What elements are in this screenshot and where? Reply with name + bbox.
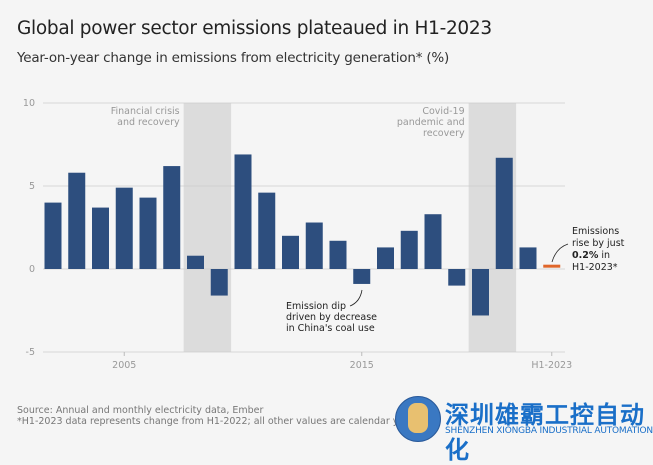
bar-2009 [210,269,228,296]
shaded-period [183,103,232,352]
watermark-en: SHENZHEN XIONGBA INDUSTRIAL AUTOMATION [445,426,653,436]
bar-2014 [329,240,347,269]
annotation-china-dip: in China's coal use [286,323,375,334]
bar-2018 [424,214,442,269]
mascot-icon [395,396,441,442]
shade-label: recovery [423,128,465,139]
annotation-china-dip: Emission dip [286,301,346,312]
annotation-arrow [551,243,569,263]
x-tick-label: 2005 [112,360,136,371]
bar-2021 [495,157,513,269]
annotation-h1-2023: H1-2023* [572,262,618,273]
chart-subtitle: Year-on-year change in emissions from el… [17,50,450,66]
annotation-arrow [349,289,363,307]
annotation-h1-2023: Emissions [572,226,619,237]
shade-label: and recovery [117,117,180,128]
bar-2017 [400,230,418,269]
bar-2013 [305,222,323,269]
bar-2011 [258,192,276,269]
bar-2004 [92,207,109,269]
chart-title: Global power sector emissions plateaued … [17,18,492,39]
bar-2007 [163,166,181,269]
footnote: *H1-2023 data represents change from H1-… [17,416,411,427]
bar-2006 [139,197,157,269]
y-tick-label: -5 [26,347,35,358]
bar-2020 [472,269,489,316]
bar-2002 [44,202,62,269]
bar-2005 [115,187,133,269]
watermark-logo: 深圳雄霸工控自动化 SHENZHEN XIONGBA INDUSTRIAL AU… [395,396,653,464]
annotation-china-dip: driven by decrease [286,312,377,323]
annotation-h1-2023: 0.2% in [572,250,610,261]
bar-H1-2023 [543,264,561,268]
bar-2012 [282,235,299,269]
x-tick-label: 2015 [350,360,374,371]
bar-2022 [519,247,537,269]
bar-2008 [187,255,204,269]
x-tick-label: H1-2023 [531,360,572,371]
shade-label: pandemic and [397,117,465,128]
y-tick-label: 5 [29,181,35,192]
bar-2015 [353,269,371,284]
y-tick-label: 0 [29,264,35,275]
y-tick-label: 10 [23,98,35,109]
source-note: Source: Annual and monthly electricity d… [17,405,264,416]
bar-2019 [448,269,466,286]
annotation-h1-2023: rise by just [572,238,625,249]
shade-label: Financial crisis [111,106,180,117]
shade-label: Covid-19 [422,106,464,117]
bar-2016 [377,247,394,269]
bar-2010 [234,154,252,269]
bar-2003 [68,172,86,269]
